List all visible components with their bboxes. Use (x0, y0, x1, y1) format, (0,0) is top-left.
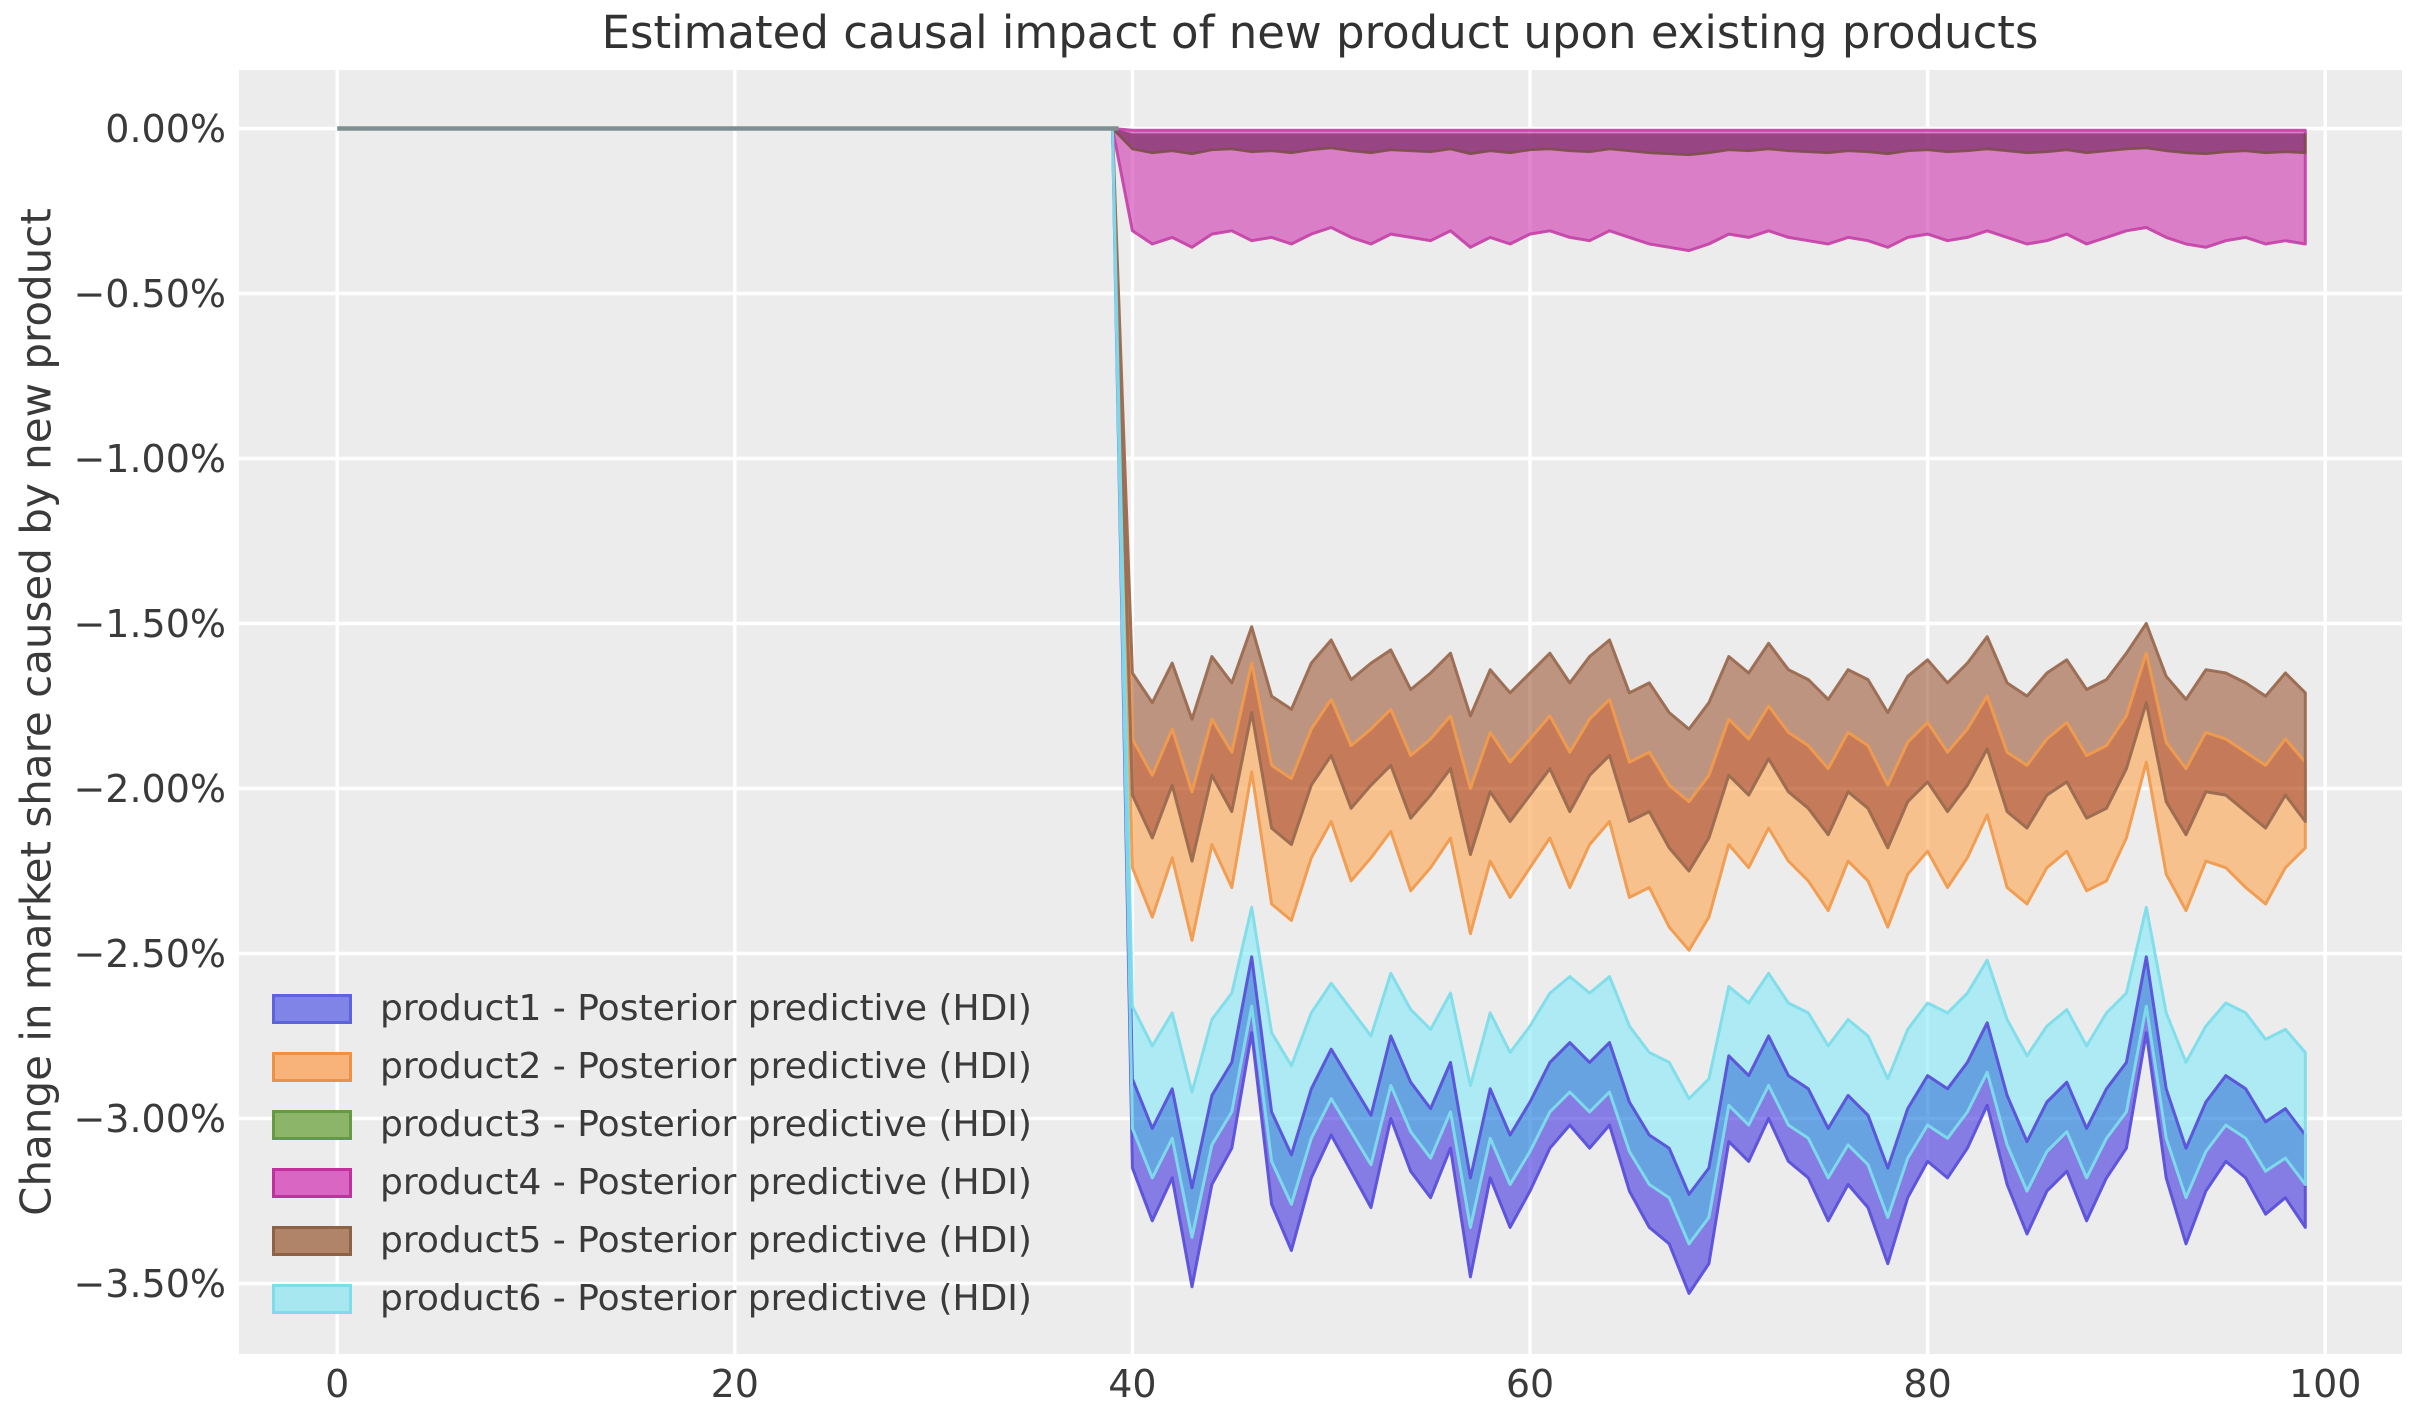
legend-label-product4: product4 - Posterior predictive (HDI) (380, 1162, 1032, 1203)
legend-item-product5: product5 - Posterior predictive (HDI) (272, 1220, 1032, 1261)
y-tick-label: −1.00% (73, 436, 226, 481)
legend-label-product6: product6 - Posterior predictive (HDI) (380, 1278, 1032, 1319)
legend-swatch-product5 (272, 1226, 352, 1256)
y-tick-label: −3.50% (73, 1261, 226, 1306)
product5-product2-overlap (1112, 128, 2306, 871)
y-axis-label: Change in market share caused by new pro… (11, 208, 61, 1216)
y-tick-label: −1.50% (73, 601, 226, 646)
legend-swatch-product6 (272, 1284, 352, 1314)
y-tick-label: −2.50% (73, 931, 226, 976)
y-tick-label: −0.50% (73, 271, 226, 316)
legend-item-product1: product1 - Posterior predictive (HDI) (272, 988, 1032, 1029)
product5-band-edge (1111, 127, 2307, 873)
legend-label-product3: product3 - Posterior predictive (HDI) (380, 1104, 1032, 1145)
legend: product1 - Posterior predictive (HDI) pro… (272, 988, 1032, 1342)
x-tick-label: 100 (2288, 1362, 2362, 1406)
chart-title: Estimated causal impact of new product u… (601, 6, 2039, 59)
legend-label-product2: product2 - Posterior predictive (HDI) (380, 1046, 1032, 1087)
legend-label-product1: product1 - Posterior predictive (HDI) (380, 988, 1032, 1029)
legend-swatch-product2 (272, 1052, 352, 1082)
legend-item-product4: product4 - Posterior predictive (HDI) (272, 1162, 1032, 1203)
product6-band (1112, 128, 2306, 1195)
product4-band-edge (1111, 127, 2307, 253)
y-tick-label: 0.00% (105, 106, 226, 151)
y-tick-label: −3.00% (73, 1096, 226, 1141)
product3-band (1112, 128, 2306, 155)
x-tick-label: 20 (710, 1362, 759, 1406)
x-tick-label: 60 (1505, 1362, 1555, 1406)
product6-band-edge (1111, 127, 2307, 1246)
product5-band (1112, 128, 2306, 802)
legend-item-product2: product2 - Posterior predictive (HDI) (272, 1046, 1032, 1087)
legend-swatch-product3 (272, 1110, 352, 1140)
x-tick-label: 0 (325, 1362, 350, 1406)
x-tick-label: 80 (1903, 1362, 1952, 1406)
legend-swatch-product4 (272, 1168, 352, 1198)
x-tick-label: 40 (1108, 1362, 1157, 1406)
product2-band (1112, 128, 2306, 951)
product3-band-edge (1111, 127, 2307, 157)
y-tick-label: −2.00% (73, 766, 226, 811)
legend-label-product5: product5 - Posterior predictive (HDI) (380, 1220, 1032, 1261)
product4-band (1112, 128, 2306, 251)
legend-swatch-product1 (272, 994, 352, 1024)
legend-item-product6: product6 - Posterior predictive (HDI) (272, 1278, 1032, 1319)
legend-item-product3: product3 - Posterior predictive (HDI) (272, 1104, 1032, 1145)
